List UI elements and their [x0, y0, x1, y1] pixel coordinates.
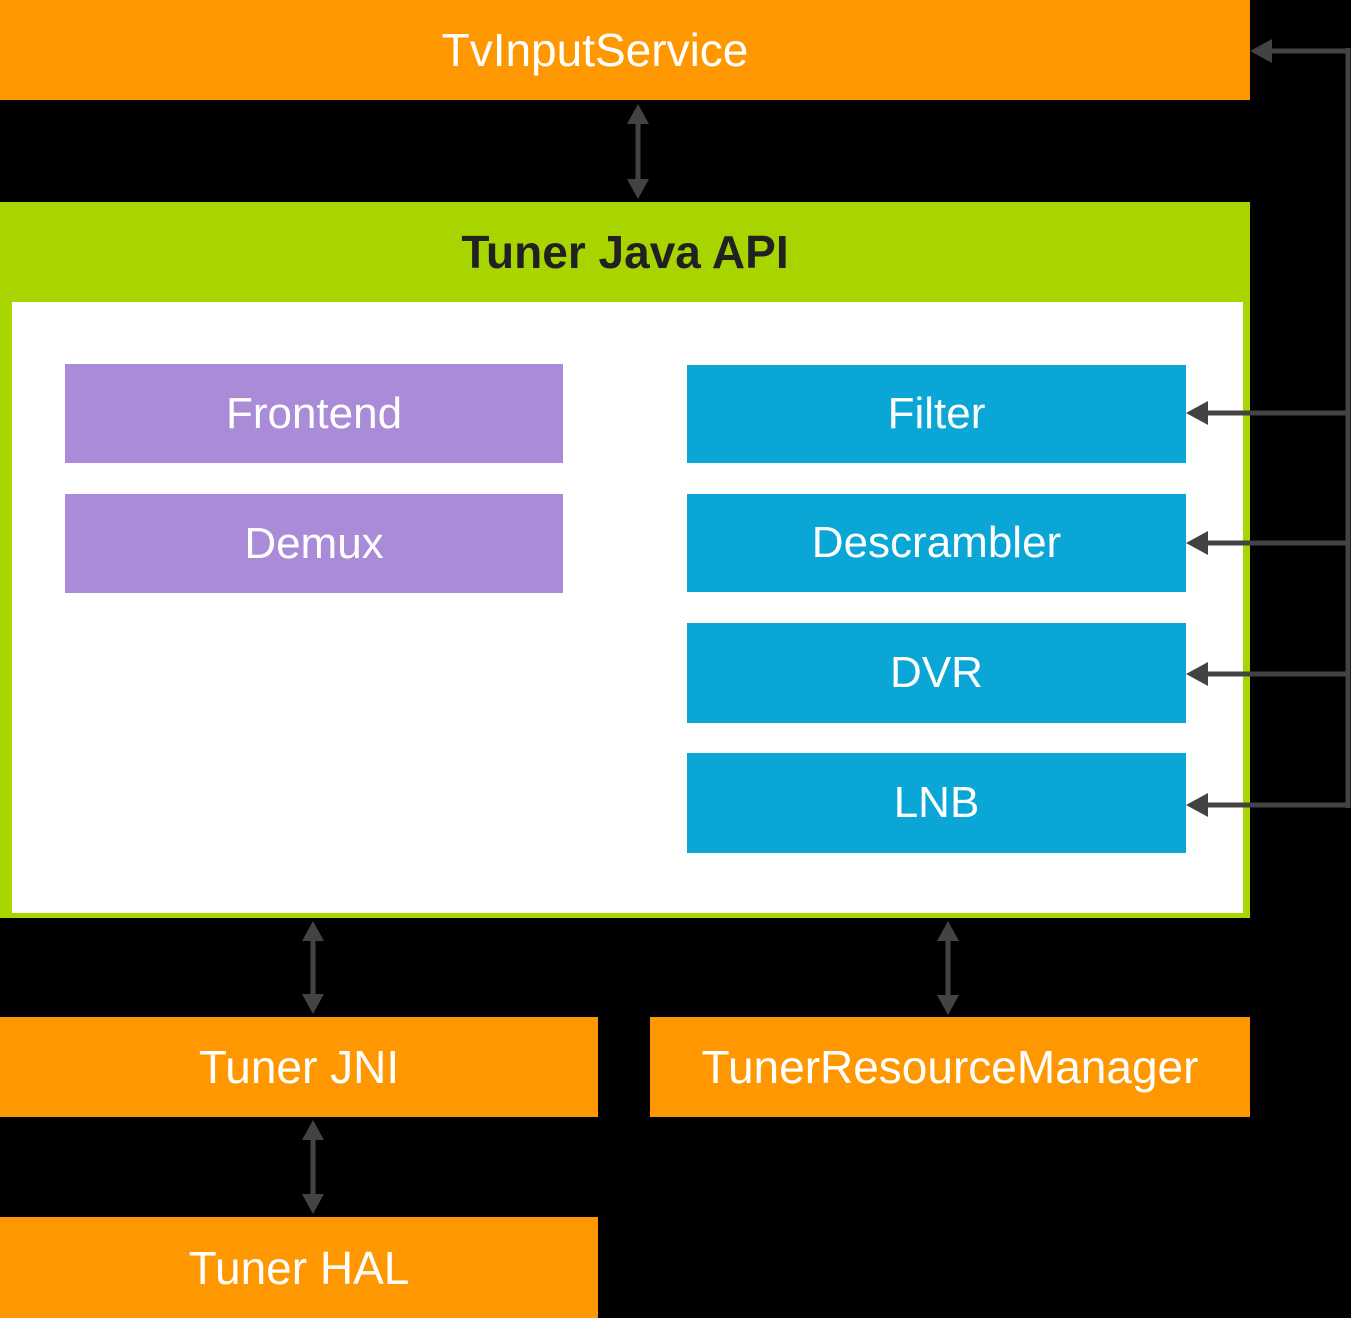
node-label: Tuner HAL	[188, 1241, 410, 1294]
node-label: Filter	[887, 389, 986, 438]
node-label: TvInputService	[441, 24, 749, 76]
node-tuner-jni: Tuner JNI	[0, 1017, 598, 1117]
arrowhead-down	[627, 179, 649, 199]
arrowhead-left	[1250, 39, 1272, 63]
arrowhead-down	[937, 995, 959, 1015]
node-lnb: LNB	[687, 753, 1186, 853]
arrowhead-down	[302, 994, 324, 1014]
node-label: LNB	[893, 778, 980, 827]
arrowhead-up	[937, 921, 959, 941]
node-descrambler: Descrambler	[687, 494, 1186, 592]
node-label: Tuner JNI	[198, 1041, 400, 1093]
node-demux: Demux	[65, 494, 563, 593]
arrowhead-down	[302, 1194, 324, 1214]
arrow-into-tvinputservice-icon	[1250, 39, 1350, 63]
double-arrow-tunerjavaapi-tunerjni-icon	[302, 921, 324, 1014]
bus-vertical-line	[1345, 48, 1351, 808]
node-dvr: DVR	[687, 623, 1186, 723]
arrow-shaft	[310, 1137, 316, 1197]
double-arrow-tvinputservice-tunerjavaapi-icon	[627, 104, 649, 199]
node-tuner-resource-manager: TunerResourceManager	[650, 1017, 1250, 1117]
arrowhead-up	[627, 104, 649, 124]
double-arrow-tunerjni-tunerhal-icon	[302, 1120, 324, 1214]
node-tuner-java-api: Tuner Java API Frontend Demux Filter Des…	[0, 202, 1250, 918]
node-tv-input-service: TvInputService	[0, 0, 1250, 100]
node-label: DVR	[890, 648, 983, 697]
arrow-shaft	[1270, 48, 1350, 54]
double-arrow-tunerjavaapi-tunerresourcemanager-icon	[937, 921, 959, 1015]
tuner-java-api-title: Tuner Java API	[461, 226, 789, 278]
node-label: Demux	[244, 518, 384, 568]
arrow-shaft	[945, 938, 951, 998]
arrowhead-up	[302, 921, 324, 941]
node-frontend: Frontend	[65, 364, 563, 463]
arrowhead-up	[302, 1120, 324, 1140]
node-tuner-hal: Tuner HAL	[0, 1217, 598, 1318]
node-label: Frontend	[225, 388, 403, 438]
arrow-shaft	[635, 121, 641, 182]
node-filter: Filter	[687, 365, 1186, 463]
tuner-java-api-panel: Frontend Demux Filter Descrambler DVR LN…	[12, 302, 1243, 913]
node-label: Descrambler	[811, 518, 1062, 567]
node-label: TunerResourceManager	[701, 1041, 1199, 1093]
arrow-shaft	[310, 938, 316, 997]
